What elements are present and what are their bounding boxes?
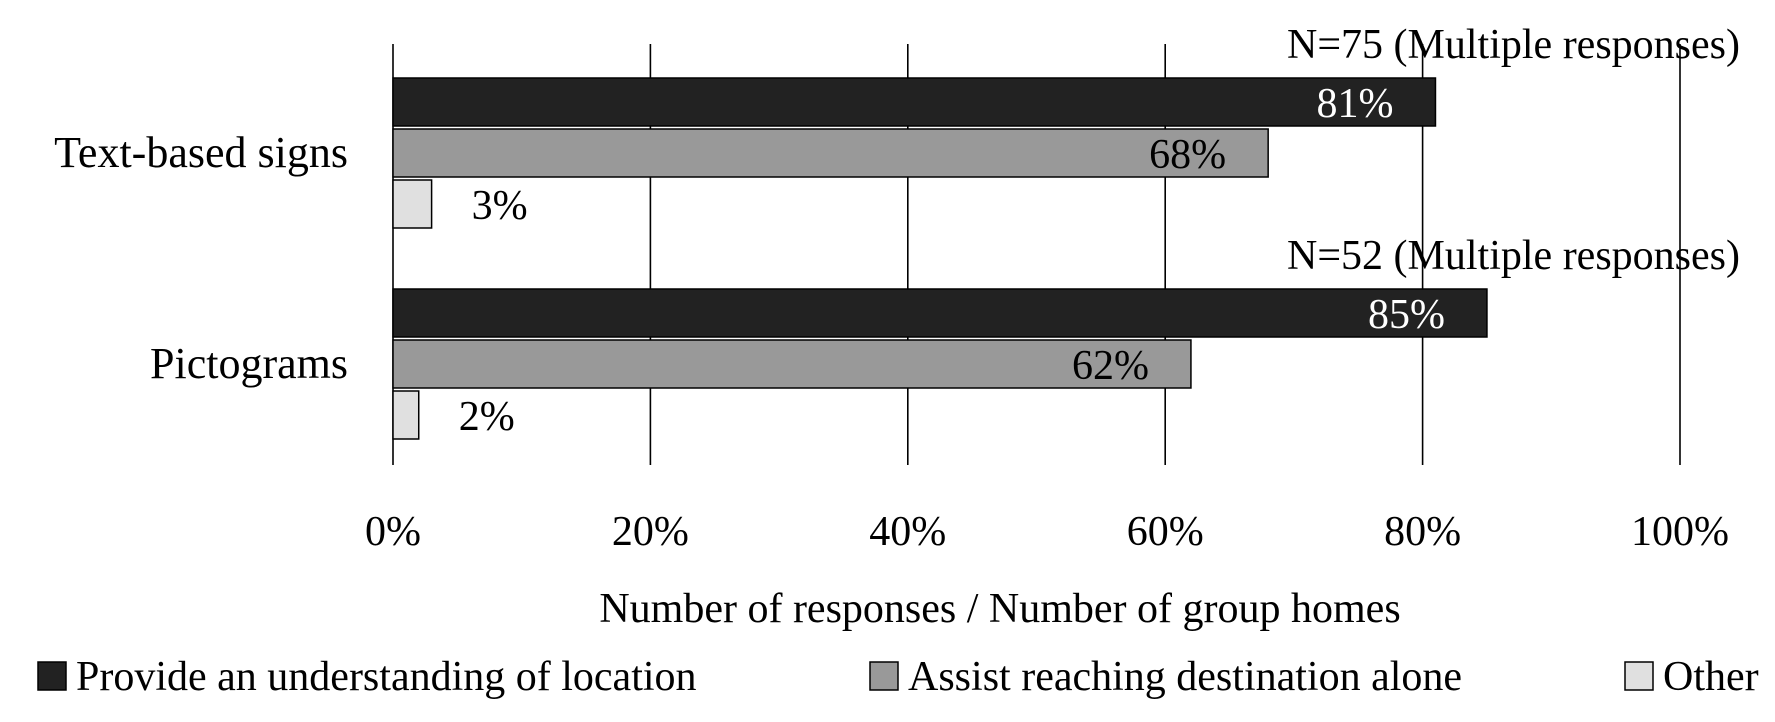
data-label: 85% xyxy=(1368,292,1445,338)
legend-label: Assist reaching destination alone xyxy=(908,654,1462,700)
x-axis-title: Number of responses / Number of group ho… xyxy=(599,586,1400,632)
bar-assist-reaching-destination-alone-text-based-signs xyxy=(392,128,1269,178)
data-label: 62% xyxy=(1072,343,1149,389)
legend-label: Other xyxy=(1663,654,1759,700)
sample-size-annotation: N=52 (Multiple responses) xyxy=(1287,233,1740,279)
data-label: 3% xyxy=(472,183,528,229)
legend-swatch xyxy=(37,661,67,691)
legend-label: Provide an understanding of location xyxy=(76,654,697,700)
legend-swatch xyxy=(1624,661,1654,691)
bar-provide-an-understanding-of-location-text-based-signs xyxy=(392,77,1437,127)
bar-other-pictograms xyxy=(392,390,420,440)
sample-size-annotation: N=75 (Multiple responses) xyxy=(1287,22,1740,68)
x-tick-label: 20% xyxy=(612,509,689,555)
data-label: 2% xyxy=(459,394,515,440)
bar-assist-reaching-destination-alone-pictograms xyxy=(392,339,1192,389)
x-tick-label: 80% xyxy=(1384,509,1461,555)
x-tick-label: 100% xyxy=(1631,509,1729,555)
category-label: Pictograms xyxy=(150,339,348,388)
x-tick-label: 0% xyxy=(365,509,421,555)
bar-provide-an-understanding-of-location-pictograms xyxy=(392,288,1488,338)
legend-swatch xyxy=(869,661,899,691)
data-label: 81% xyxy=(1316,81,1393,127)
x-tick-label: 60% xyxy=(1127,509,1204,555)
x-tick-label: 40% xyxy=(869,509,946,555)
bar-other-text-based-signs xyxy=(392,179,433,229)
data-label: 68% xyxy=(1149,132,1226,178)
category-label: Text-based signs xyxy=(54,128,348,177)
